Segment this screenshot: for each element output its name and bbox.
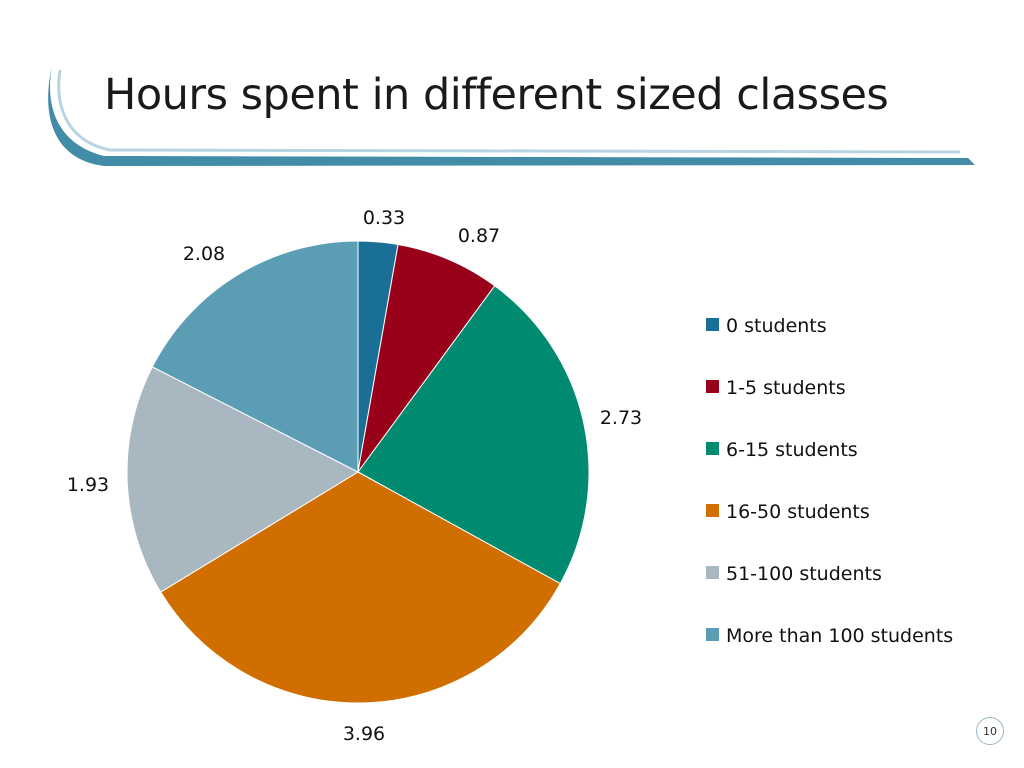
- legend-label-4: 16-50 students: [726, 501, 870, 523]
- legend-swatch-1: [706, 318, 719, 331]
- data-label-1: 0.33: [363, 207, 405, 229]
- legend-swatch-2: [706, 380, 719, 393]
- legend-label-2: 1-5 students: [726, 377, 846, 399]
- page-number: 10: [976, 717, 1004, 745]
- legend-swatch-4: [706, 504, 719, 517]
- pie-slice-3: [357, 285, 590, 585]
- pie-slice-6: [151, 240, 359, 473]
- pie-slice-4: [159, 471, 561, 704]
- legend-swatch-6: [706, 628, 719, 641]
- legend-swatch-3: [706, 442, 719, 455]
- slide-title: Hours spent in different sized classes: [104, 70, 889, 120]
- legend-swatch-5: [706, 566, 719, 579]
- pie-slice-2: [357, 243, 496, 473]
- data-label-3: 2.73: [600, 407, 642, 429]
- pie-slice-5: [126, 366, 360, 593]
- legend-label-6: More than 100 students: [726, 625, 953, 647]
- legend-label-1: 0 students: [726, 315, 827, 337]
- data-label-5: 1.93: [67, 474, 109, 496]
- legend-label-3: 6-15 students: [726, 439, 858, 461]
- data-labels: 0.33 0.87 2.73 3.96 1.93 2.08: [67, 207, 642, 745]
- legend: 0 students 1-5 students 6-15 students 16-50…: [706, 315, 953, 647]
- legend-label-5: 51-100 students: [726, 563, 882, 585]
- title-underline-swoosh: [48, 66, 976, 166]
- data-label-2: 0.87: [458, 225, 500, 247]
- data-label-4: 3.96: [343, 723, 385, 745]
- data-label-6: 2.08: [183, 243, 225, 265]
- pie-slices: [126, 240, 590, 704]
